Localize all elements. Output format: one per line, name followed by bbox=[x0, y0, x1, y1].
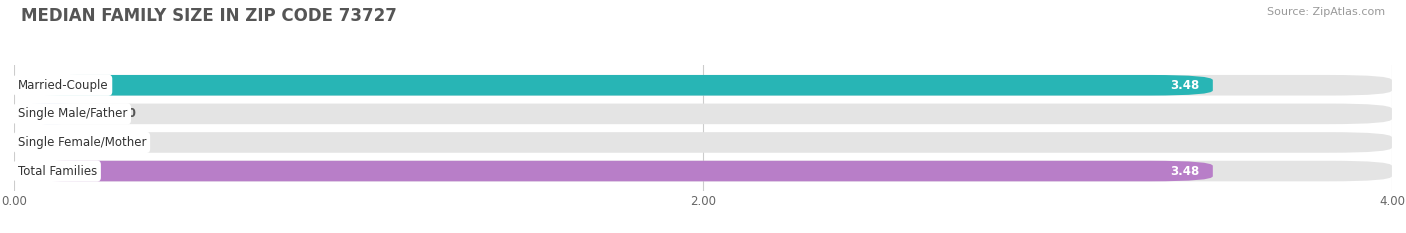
Text: MEDIAN FAMILY SIZE IN ZIP CODE 73727: MEDIAN FAMILY SIZE IN ZIP CODE 73727 bbox=[21, 7, 396, 25]
Text: Single Male/Father: Single Male/Father bbox=[17, 107, 127, 120]
FancyBboxPatch shape bbox=[14, 103, 1392, 124]
FancyBboxPatch shape bbox=[14, 75, 1213, 96]
FancyBboxPatch shape bbox=[14, 132, 90, 153]
Text: Source: ZipAtlas.com: Source: ZipAtlas.com bbox=[1267, 7, 1385, 17]
FancyBboxPatch shape bbox=[14, 75, 1392, 96]
Text: 0.00: 0.00 bbox=[107, 107, 136, 120]
Text: Total Families: Total Families bbox=[17, 164, 97, 178]
Text: 3.48: 3.48 bbox=[1170, 79, 1199, 92]
FancyBboxPatch shape bbox=[14, 161, 1213, 181]
Text: Married-Couple: Married-Couple bbox=[17, 79, 108, 92]
FancyBboxPatch shape bbox=[14, 132, 1392, 153]
FancyBboxPatch shape bbox=[14, 161, 1392, 181]
FancyBboxPatch shape bbox=[14, 103, 90, 124]
Text: 0.00: 0.00 bbox=[107, 136, 136, 149]
Text: Single Female/Mother: Single Female/Mother bbox=[17, 136, 146, 149]
Text: 3.48: 3.48 bbox=[1170, 164, 1199, 178]
